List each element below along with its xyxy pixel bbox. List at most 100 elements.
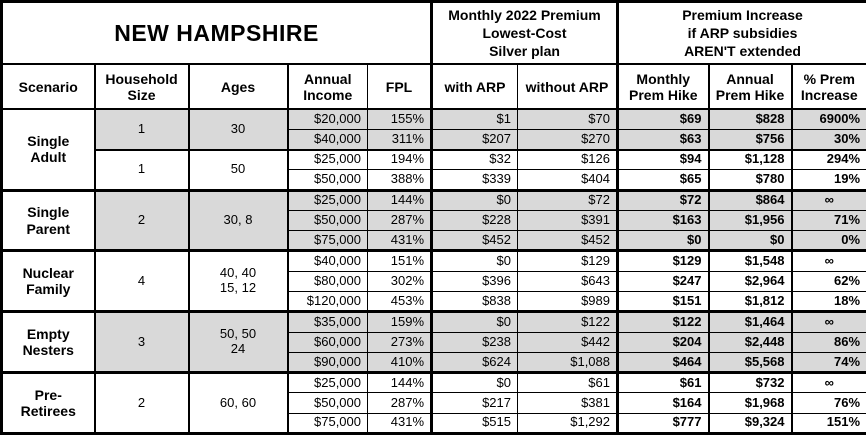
income-cell: $50,000 (286, 169, 368, 191)
pct-increase-cell: 151% (790, 412, 866, 435)
income-cell: $25,000 (286, 371, 368, 394)
table-row: $80,000 302% $396 $643 $247 $2,964 62% (2, 270, 866, 293)
fpl-cell: 194% (367, 148, 432, 171)
premium-band-header: Monthly 2022 Premium Lowest-Cost Silver … (430, 1, 618, 66)
pct-increase-cell: 294% (790, 148, 866, 171)
monthly-hike-cell: $204 (616, 331, 709, 353)
annual-hike-cell: $732 (707, 371, 792, 394)
monthly-hike-cell: $164 (616, 392, 709, 414)
pct-increase-cell: 74% (790, 351, 866, 374)
annual-hike-cell: $864 (707, 188, 792, 211)
income-cell: $35,000 (286, 310, 368, 333)
annual-hike-cell: $828 (707, 108, 792, 130)
table-row: Single Adult 1 30 $20,000 155% $1 $70 $6… (1, 108, 866, 191)
table-row: $75,000 431% $452 $452 $0 $0 0% (2, 230, 866, 252)
fpl-cell: 302% (367, 270, 432, 293)
fpl-cell: 311% (367, 128, 432, 151)
table-row: Pre- Retirees 2 60, 60 $25,000 144% $0 $… (1, 371, 866, 434)
scenario-cell: Single Parent (1, 188, 95, 252)
household-cell: 1 (93, 108, 189, 151)
ages-cell: 40, 40 15, 12 (187, 249, 288, 313)
ages-cell: 50, 50 24 (187, 310, 288, 374)
ages-cell: 60, 60 (187, 371, 288, 434)
monthly-hike-cell: $69 (616, 108, 709, 130)
with-arp-cell: $339 (430, 169, 518, 191)
annual-hike-cell: $1,548 (707, 249, 792, 272)
household-cell: 3 (93, 310, 189, 374)
annual-hike-cell: $1,128 (707, 148, 792, 171)
with-arp-cell: $0 (430, 371, 518, 394)
table-row: $50,000 388% $339 $404 $65 $780 19% (2, 169, 866, 191)
table-row: $60,000 273% $238 $442 $204 $2,448 86% (2, 331, 866, 353)
table-row: $75,000 431% $515 $1,292 $777 $9,324 151… (2, 412, 866, 435)
income-cell: $40,000 (286, 249, 368, 272)
fpl-cell: 287% (367, 209, 432, 232)
income-cell: $40,000 (286, 128, 368, 151)
col-header-annual-hike: Annual Prem Hike (707, 63, 792, 110)
income-cell: $60,000 (286, 331, 368, 353)
without-arp-cell: $391 (517, 209, 618, 232)
col-header-fpl: FPL (367, 63, 432, 110)
without-arp-cell: $270 (517, 128, 618, 151)
income-cell: $120,000 (286, 290, 368, 313)
monthly-hike-cell: $63 (616, 128, 709, 151)
monthly-hike-cell: $464 (616, 351, 709, 374)
income-cell: $25,000 (286, 188, 368, 211)
fpl-cell: 155% (367, 108, 432, 130)
annual-hike-cell: $780 (707, 169, 792, 191)
table-row: Nuclear Family 4 40, 40 15, 12 $40,000 1… (1, 249, 866, 313)
monthly-hike-cell: $247 (616, 270, 709, 293)
ages-cell: 50 (187, 148, 288, 191)
monthly-hike-cell: $72 (616, 188, 709, 211)
table-row: $40,000 311% $207 $270 $63 $756 30% (2, 128, 866, 151)
income-cell: $50,000 (286, 209, 368, 232)
pct-increase-cell: 6900% (790, 108, 866, 130)
fpl-cell: 273% (367, 331, 432, 353)
with-arp-cell: $624 (430, 351, 518, 374)
fpl-cell: 453% (367, 290, 432, 313)
income-cell: $75,000 (286, 230, 368, 252)
col-header-with-arp: with ARP (430, 63, 518, 110)
income-cell: $90,000 (286, 351, 368, 374)
fpl-cell: 159% (367, 310, 432, 333)
with-arp-cell: $838 (430, 290, 518, 313)
without-arp-cell: $126 (517, 148, 618, 171)
pct-increase-cell: ∞ (790, 310, 866, 333)
income-cell: $25,000 (286, 148, 368, 171)
monthly-hike-cell: $94 (616, 148, 709, 171)
fpl-cell: 144% (367, 371, 432, 394)
household-cell: 2 (93, 188, 189, 252)
annual-hike-cell: $0 (707, 230, 792, 252)
annual-hike-cell: $2,448 (707, 331, 792, 353)
monthly-hike-cell: $151 (616, 290, 709, 313)
table-row: $90,000 410% $624 $1,088 $464 $5,568 74% (2, 351, 866, 374)
scenario-cell: Single Adult (1, 108, 95, 191)
income-cell: $75,000 (286, 412, 368, 435)
pct-increase-cell: 30% (790, 128, 866, 151)
household-cell: 2 (93, 371, 189, 434)
with-arp-cell: $0 (430, 188, 518, 211)
fpl-cell: 431% (367, 230, 432, 252)
col-header-income: Annual Income (286, 63, 368, 110)
monthly-hike-cell: $0 (616, 230, 709, 252)
col-header-pct-increase: % Prem Increase (790, 63, 866, 110)
without-arp-cell: $381 (517, 392, 618, 414)
with-arp-cell: $0 (430, 249, 518, 272)
annual-hike-cell: $1,812 (707, 290, 792, 313)
table-row: Single Parent 2 30, 8 $25,000 144% $0 $7… (1, 188, 866, 252)
income-cell: $50,000 (286, 392, 368, 414)
with-arp-cell: $238 (430, 331, 518, 353)
ages-cell: 30, 8 (187, 188, 288, 252)
pct-increase-cell: 0% (790, 230, 866, 252)
pct-increase-cell: 19% (790, 169, 866, 191)
col-header-monthly-hike: Monthly Prem Hike (616, 63, 709, 110)
income-cell: $20,000 (286, 108, 368, 130)
col-header-without-arp: without ARP (517, 63, 618, 110)
pct-increase-cell: 76% (790, 392, 866, 414)
fpl-cell: 144% (367, 188, 432, 211)
with-arp-cell: $1 (430, 108, 518, 130)
col-header-ages: Ages (187, 63, 288, 110)
pct-increase-cell: 62% (790, 270, 866, 293)
